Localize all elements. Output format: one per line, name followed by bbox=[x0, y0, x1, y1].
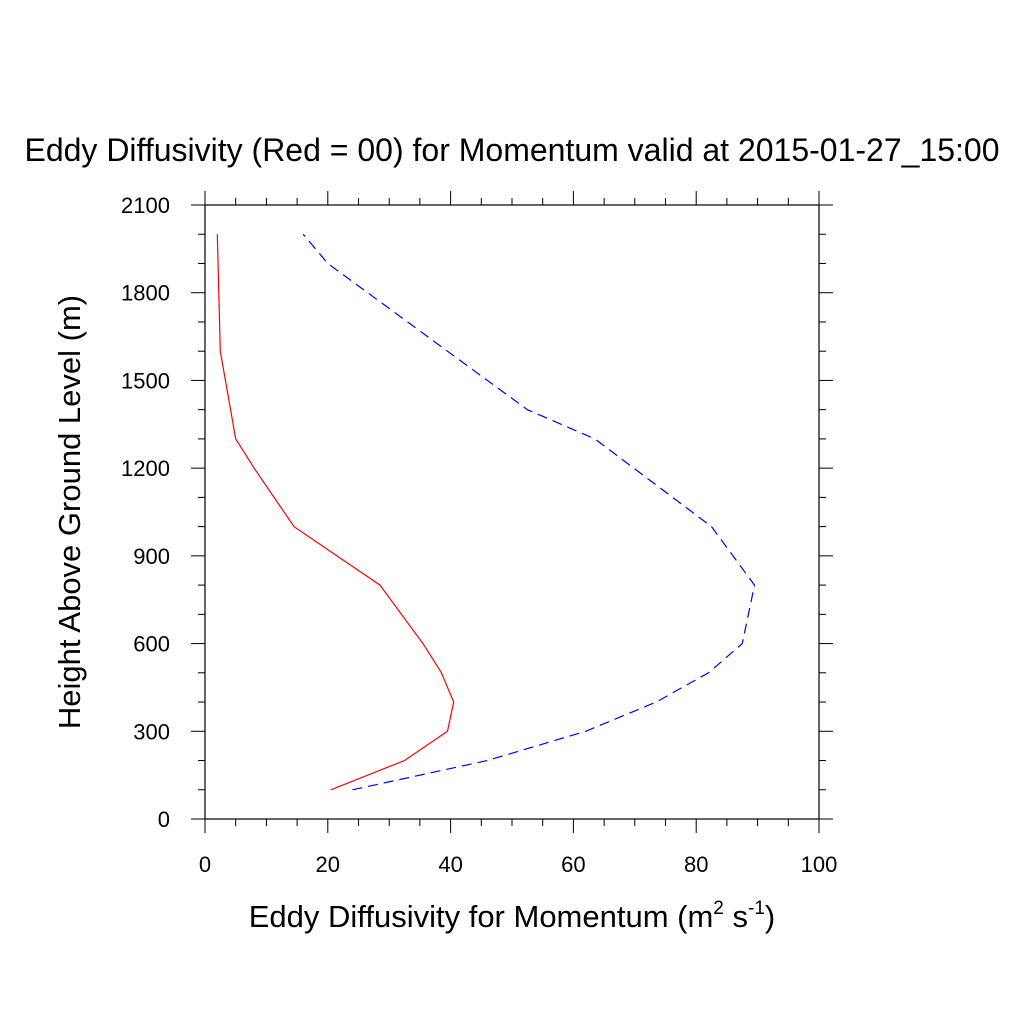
y-tick-label: 0 bbox=[158, 807, 170, 832]
x-axis-label-mid: s bbox=[724, 899, 748, 934]
series-line-2 bbox=[302, 233, 756, 791]
x-tick-label: 60 bbox=[561, 852, 585, 877]
x-tick-label: 20 bbox=[316, 852, 340, 877]
y-tick-label: 900 bbox=[133, 544, 170, 569]
y-tick-label: 300 bbox=[133, 719, 170, 744]
x-axis-label-sup-1: 2 bbox=[713, 898, 724, 919]
axis-ticks: 0 20 40 60 80 100 0 300 600 900 1200 1500 1800 2100 bbox=[121, 191, 837, 877]
x-axis-label-main: Eddy Diffusivity for Momentum (m bbox=[249, 899, 714, 934]
x-tick-label: 100 bbox=[801, 852, 838, 877]
plot-frame bbox=[204, 204, 820, 820]
x-tick-label: 0 bbox=[199, 852, 211, 877]
chart-title: Eddy Diffusivity (Red = 00) for Momentum… bbox=[24, 132, 999, 168]
x-axis-label-sup-2: -1 bbox=[748, 898, 765, 919]
x-tick-label: 40 bbox=[438, 852, 462, 877]
y-tick-label: 2100 bbox=[121, 193, 170, 218]
plot-area: 0 20 40 60 80 100 0 300 600 900 1200 1500 1800 2100 bbox=[121, 191, 837, 877]
x-tick-label: 80 bbox=[684, 852, 708, 877]
data-series bbox=[216, 233, 756, 791]
y-tick-label: 1200 bbox=[121, 456, 170, 481]
series-line-1 bbox=[216, 234, 455, 791]
x-axis-label: Eddy Diffusivity for Momentum (m2 s-1) bbox=[249, 898, 775, 934]
y-tick-label: 600 bbox=[133, 632, 170, 657]
x-axis-label-end: ) bbox=[765, 899, 775, 934]
y-axis-label: Height Above Ground Level (m) bbox=[52, 295, 87, 729]
y-tick-label: 1500 bbox=[121, 368, 170, 393]
y-tick-label: 1800 bbox=[121, 281, 170, 306]
